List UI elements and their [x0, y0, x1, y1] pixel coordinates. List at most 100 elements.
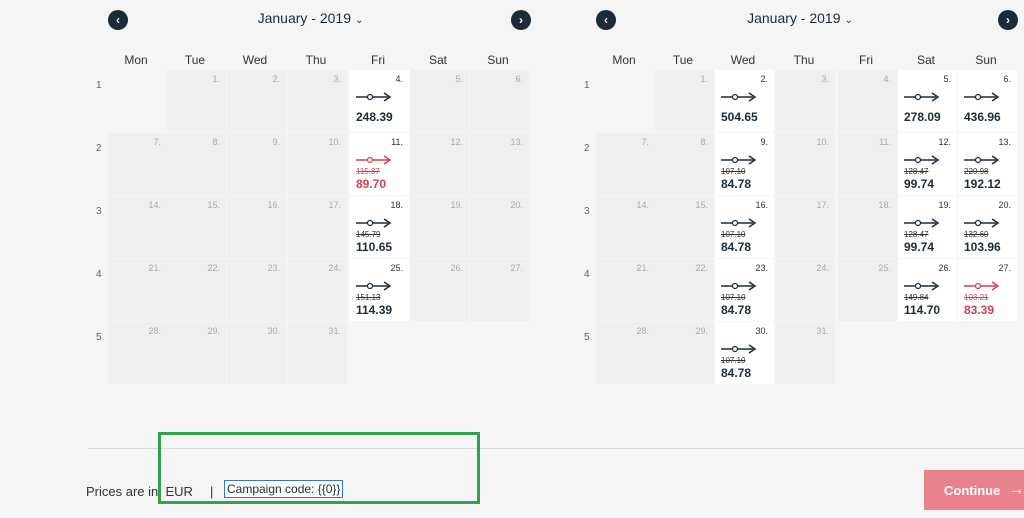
day-price: 99.74: [904, 240, 935, 254]
day-number: 27.: [510, 263, 523, 273]
original-price: 145.79: [356, 230, 381, 239]
prev-month-button[interactable]: ‹: [596, 10, 616, 30]
chevron-right-icon: ›: [1006, 13, 1010, 27]
day-number: 21.: [148, 263, 161, 273]
calendar-day: 29.: [655, 322, 714, 384]
day-number: 20.: [510, 200, 523, 210]
original-price: 107.10: [721, 167, 746, 176]
calendar-day[interactable]: 18. 145.79 110.65: [350, 196, 409, 258]
calendar-day[interactable]: 9. 107.10 84.78: [715, 133, 774, 195]
day-number: 24.: [328, 263, 341, 273]
flight-arrow-icon: [721, 281, 757, 291]
day-price: 83.39: [964, 303, 995, 317]
next-month-button[interactable]: ›: [511, 10, 531, 30]
calendar-day[interactable]: 4. 248.39: [350, 70, 409, 132]
calendar-day: 8.: [655, 133, 714, 195]
day-number: 11.: [879, 137, 891, 147]
calendar-day: 17.: [288, 196, 347, 258]
day-number: 26.: [450, 263, 463, 273]
day-number: 24.: [816, 263, 829, 273]
week-number: 5: [96, 332, 102, 343]
highlight-box: [158, 432, 480, 504]
calendar-day[interactable]: 16. 107.10 84.78: [715, 196, 774, 258]
calendar-day: 17.: [776, 196, 835, 258]
original-price: 107.10: [721, 356, 746, 365]
weekday-header: Wed: [730, 53, 756, 67]
arrow-right-icon: →: [1008, 481, 1024, 498]
calendar-day: 23.: [227, 259, 286, 321]
weekday-header: Sun: [975, 53, 997, 67]
day-number: 16.: [755, 200, 768, 210]
calendar-day[interactable]: 6. 436.96: [958, 70, 1017, 132]
day-number: 30.: [755, 326, 768, 336]
day-number: 20.: [998, 200, 1011, 210]
day-number: 6.: [1003, 74, 1011, 84]
calendar-day: 24.: [776, 259, 835, 321]
day-number: 4.: [883, 74, 891, 84]
day-number: 9.: [272, 137, 280, 147]
calendar-day: 12.: [410, 133, 469, 195]
calendar-day: 7.: [108, 133, 167, 195]
calendar-day: 1.: [167, 70, 226, 132]
week-number: 3: [96, 206, 102, 217]
campaign-code-link[interactable]: Campaign code: {{0}}: [224, 480, 344, 498]
calendar-day: 10.: [776, 133, 835, 195]
footer-divider: [88, 448, 1024, 449]
flight-arrow-icon: [721, 344, 757, 354]
week-number: 4: [96, 269, 102, 280]
next-month-button[interactable]: ›: [998, 10, 1018, 30]
currency-label: Prices are in: EUR: [86, 484, 193, 499]
prev-month-button[interactable]: ‹: [108, 10, 128, 30]
calendar-day[interactable]: 13. 220.98 192.12: [958, 133, 1017, 195]
day-number: 1.: [212, 74, 220, 84]
continue-label: Continue: [944, 482, 1001, 498]
day-price: 84.78: [721, 366, 752, 380]
day-number: 4.: [395, 74, 403, 84]
day-number: 6.: [515, 74, 523, 84]
day-number: 22.: [207, 263, 220, 273]
day-number: 17.: [816, 200, 829, 210]
calendar-day[interactable]: 25. 151.13 114.39: [350, 259, 409, 321]
calendar-day[interactable]: 26. 149.84 114.70: [898, 259, 957, 321]
calendar-day[interactable]: 5. 278.09: [898, 70, 957, 132]
calendar-day: 3.: [288, 70, 347, 132]
calendar-day: 22.: [167, 259, 226, 321]
calendar-day[interactable]: 2. 504.65: [715, 70, 774, 132]
week-number: 5: [584, 332, 590, 343]
continue-button[interactable]: Continue →: [924, 470, 1024, 510]
day-number: 2.: [272, 74, 280, 84]
weekday-header: Fri: [859, 53, 873, 67]
original-price: 115.87: [356, 167, 380, 176]
day-price: 84.78: [721, 177, 752, 191]
day-number: 19.: [938, 200, 951, 210]
weekday-header: Thu: [793, 53, 815, 67]
flight-arrow-icon: [964, 92, 1000, 102]
flight-arrow-icon: [721, 218, 757, 228]
calendar-day[interactable]: 12. 128.47 99.74: [898, 133, 957, 195]
day-price: 114.70: [904, 303, 941, 317]
day-number: 5.: [943, 74, 951, 84]
month-title[interactable]: January - 2019 ⌄: [257, 10, 364, 26]
calendar-day[interactable]: 30. 107.10 84.78: [715, 322, 774, 384]
flight-arrow-icon: [904, 218, 940, 228]
day-number: 17.: [328, 200, 341, 210]
flight-arrow-icon: [904, 281, 940, 291]
day-number: 16.: [267, 200, 280, 210]
day-number: 11.: [391, 137, 403, 147]
month-title[interactable]: January - 2019 ⌄: [747, 10, 853, 26]
calendar-day: 5.: [410, 70, 469, 132]
weekday-header: Tue: [184, 53, 206, 67]
day-number: 8.: [212, 137, 220, 147]
calendar-day: 8.: [167, 133, 226, 195]
calendar-day[interactable]: 20. 132.60 103.96: [958, 196, 1017, 258]
original-price: 107.10: [721, 293, 746, 302]
calendar-day[interactable]: 27. 103.21 83.39: [958, 259, 1017, 321]
day-number: 23.: [755, 263, 768, 273]
calendar-day: 15.: [167, 196, 226, 258]
calendar-day[interactable]: 11. 115.87 89.70: [350, 133, 409, 195]
day-price: 89.70: [356, 177, 387, 191]
calendar-day[interactable]: 19. 128.47 99.74: [898, 196, 957, 258]
calendar-day[interactable]: 23. 107.10 84.78: [715, 259, 774, 321]
day-number: 13.: [510, 137, 523, 147]
flight-arrow-icon: [721, 92, 757, 102]
